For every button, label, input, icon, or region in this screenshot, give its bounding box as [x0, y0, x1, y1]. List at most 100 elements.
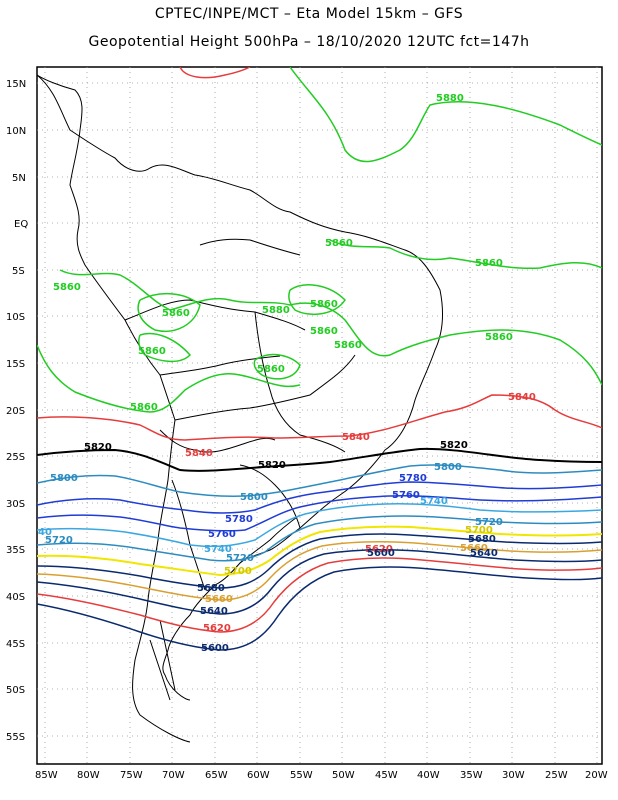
contour-5840-north [179, 67, 251, 79]
contour-label: 5760 [208, 529, 236, 540]
lon-tick-label: 85W [35, 770, 58, 781]
contour-5640 [37, 549, 602, 615]
contour-label: 5640 [470, 548, 498, 559]
lon-tick-label: 35W [460, 770, 483, 781]
lat-tick-label: 35S [6, 545, 25, 556]
lon-tick-label: 25W [545, 770, 568, 781]
lat-tick-label: 55S [6, 732, 25, 743]
contour-5820 [37, 447, 602, 472]
contour-5780 [37, 481, 602, 514]
contour-5840 [37, 394, 602, 441]
contour-label: 5620 [203, 623, 231, 634]
contour-label: 5800 [50, 473, 78, 484]
contour-label: 5680 [197, 583, 225, 594]
contour-5700 [37, 525, 602, 577]
contour-5860-loop-b [138, 332, 192, 363]
contour-label: 5640 [200, 606, 228, 617]
lat-tick-label: 40S [6, 592, 25, 603]
contour-label: 5860 [257, 364, 285, 375]
contour-label: 5760 [392, 490, 420, 501]
longitude-axis: 85W 80W 75W 70W 65W 60W 55W 50W 45W 40W … [35, 770, 608, 781]
contour-label: 5720 [45, 535, 73, 546]
lat-tick-label: 5S [12, 266, 25, 277]
contour-label: 5840 [342, 432, 370, 443]
contour-label: 5860 [325, 238, 353, 249]
lat-tick-label: 20S [6, 406, 25, 417]
lon-tick-label: 45W [375, 770, 398, 781]
map-subtitle: Geopotential Height 500hPa – 18/10/2020 … [88, 34, 530, 50]
lon-tick-label: 70W [162, 770, 185, 781]
lat-tick-label: 25S [6, 452, 25, 463]
latitude-axis: 15N 10N 5N EQ 5S 10S 15S 20S 25S 30S 35S… [6, 79, 28, 743]
contour-label: 5860 [53, 282, 81, 293]
contour-label: 5860 [310, 326, 338, 337]
contour-5800 [37, 464, 602, 497]
contour-label: 5700 [465, 525, 493, 536]
lon-tick-label: 80W [77, 770, 100, 781]
lat-lon-grid [37, 67, 602, 764]
contour-label: 5880 [436, 93, 464, 104]
contour-label: 5680 [468, 534, 496, 545]
contour-label: 5800 [434, 462, 462, 473]
contour-5720 [37, 515, 602, 562]
lat-tick-label: EQ [14, 219, 28, 230]
contour-5860-east [329, 239, 602, 270]
contour-label: 5860 [138, 346, 166, 357]
contour-label: 5600 [367, 548, 395, 559]
contour-5860-loop-c [288, 284, 346, 316]
contour-5620 [37, 557, 602, 633]
contour-label: 5840 [185, 448, 213, 459]
contour-5600 [37, 566, 602, 651]
contour-label: 5600 [201, 643, 229, 654]
contour-5860-loop-a [137, 292, 201, 332]
contour-5660 [37, 541, 602, 601]
contour-labels: 5880 5860 5860 5860 5860 5860 5880 5860 … [38, 93, 536, 654]
lat-tick-label: 5N [12, 173, 26, 184]
contour-5860-southwest [37, 344, 301, 413]
contour-5760 [37, 495, 602, 532]
contour-label: 5860 [162, 308, 190, 319]
contour-label: 5860 [334, 340, 362, 351]
contour-label: 5780 [399, 473, 427, 484]
lon-tick-label: 30W [502, 770, 525, 781]
lat-tick-label: 10N [6, 126, 26, 137]
lon-tick-label: 50W [332, 770, 355, 781]
lon-tick-label: 65W [205, 770, 228, 781]
contour-label: 40 [38, 527, 52, 538]
contour-5880-north [289, 67, 602, 163]
lon-tick-label: 20W [585, 770, 608, 781]
contour-5740 [37, 503, 602, 548]
map-title: CPTEC/INPE/MCT – Eta Model 15km – GFS [154, 6, 464, 22]
contour-label: 5720 [226, 553, 254, 564]
lat-tick-label: 15S [6, 359, 25, 370]
contour-label: 5620 [365, 544, 393, 555]
lon-tick-label: 75W [120, 770, 143, 781]
contour-5680 [37, 533, 602, 589]
lon-tick-label: 60W [247, 770, 270, 781]
plot-frame [36, 66, 603, 765]
contour-label: 5780 [225, 514, 253, 525]
contour-label: 5660 [460, 543, 488, 554]
contour-label: 5740 [420, 496, 448, 507]
contour-5860-loop-d [253, 353, 301, 380]
lat-tick-label: 10S [6, 312, 25, 323]
contour-label: 5860 [310, 299, 338, 310]
contour-label: 5860 [485, 332, 513, 343]
contour-label: 5840 [508, 392, 536, 403]
contour-label: 5720 [475, 517, 503, 528]
contour-label: 5740 [204, 544, 232, 555]
lat-tick-label: 15N [6, 79, 26, 90]
contour-label: 5820 [440, 440, 468, 451]
contour-label: 5880 [262, 305, 290, 316]
contour-label: 5700 [224, 566, 252, 577]
contour-label: 5820 [258, 460, 286, 471]
contour-label: 5820 [84, 442, 112, 453]
lon-tick-label: 40W [417, 770, 440, 781]
lat-tick-label: 50S [6, 685, 25, 696]
contour-label: 5800 [240, 492, 268, 503]
lat-tick-label: 30S [6, 499, 25, 510]
lat-tick-label: 45S [6, 639, 25, 650]
lon-tick-label: 55W [290, 770, 313, 781]
contour-label: 5660 [205, 594, 233, 605]
